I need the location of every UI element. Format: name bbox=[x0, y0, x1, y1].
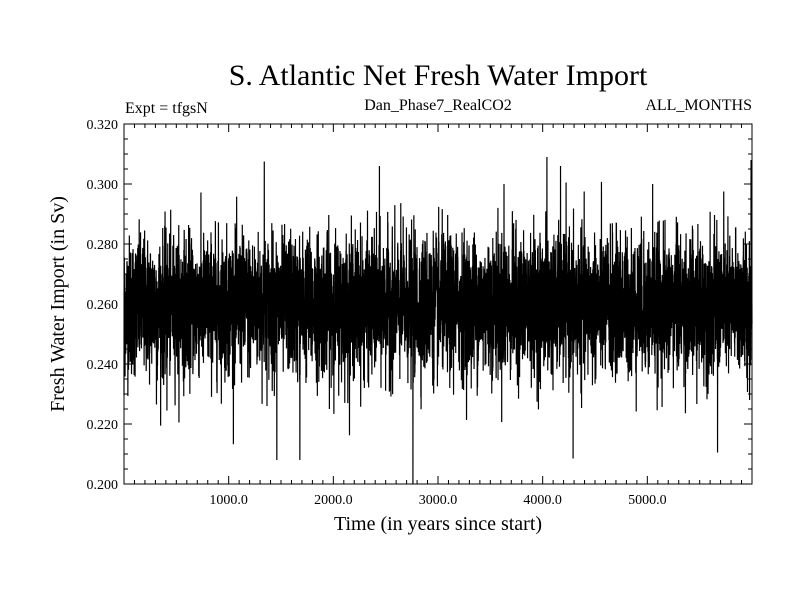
y-tick-label: 0.280 bbox=[87, 238, 119, 253]
y-tick-label: 0.320 bbox=[87, 118, 119, 133]
series-layer bbox=[123, 156, 753, 485]
plot-frame bbox=[123, 123, 753, 485]
experiment-label: Expt = tfgsN bbox=[125, 100, 208, 117]
y-tick-label: 0.240 bbox=[87, 358, 119, 373]
y-axis-label: Fresh Water Import (in Sv) bbox=[47, 196, 69, 412]
x-tick-label: 3000.0 bbox=[419, 493, 458, 508]
x-tick-label: 1000.0 bbox=[209, 493, 248, 508]
x-tick-label: 4000.0 bbox=[523, 493, 562, 508]
y-tick-label: 0.300 bbox=[87, 178, 119, 193]
x-tick-label: 2000.0 bbox=[314, 493, 353, 508]
y-tick-label: 0.200 bbox=[87, 478, 119, 493]
x-axis-label: Time (in years since start) bbox=[334, 513, 542, 535]
y-tick-label: 0.260 bbox=[87, 298, 119, 313]
ticks-layer: 1000.0 2000.0 3000.0 4000.0 5000.0 0.200 0.220… bbox=[87, 118, 752, 508]
months-label: ALL_MONTHS bbox=[645, 97, 752, 114]
run-label: Dan_Phase7_RealCO2 bbox=[364, 97, 512, 114]
series-line bbox=[123, 156, 753, 485]
y-tick-label: 0.220 bbox=[87, 418, 119, 433]
x-tick-label: 5000.0 bbox=[628, 493, 667, 508]
chart-title: S. Atlantic Net Fresh Water Import bbox=[229, 59, 648, 92]
